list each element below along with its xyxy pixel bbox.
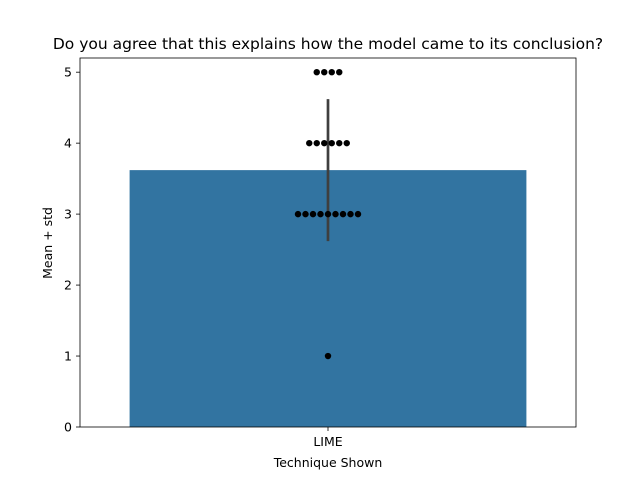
swarm-point (309, 210, 317, 218)
swarm-point (343, 139, 350, 147)
y-tick-label: 3 (64, 207, 72, 222)
y-tick-label: 0 (64, 420, 72, 435)
swarm-point (332, 210, 339, 218)
x-tick-label: LIME (313, 434, 342, 449)
swarm-point (321, 68, 328, 76)
x-axis-label: Technique Shown (273, 455, 383, 470)
y-tick-label: 4 (64, 136, 72, 151)
swarm-point (347, 210, 354, 218)
swarm-point (328, 139, 335, 147)
swarm-point (324, 352, 332, 360)
plot-area: LIME 0 1 2 3 4 5 (64, 57, 577, 449)
swarm-point (339, 210, 347, 218)
swarm-point (294, 210, 302, 218)
swarm-point (336, 139, 343, 147)
swarm-point (321, 139, 328, 147)
y-tick-label: 5 (64, 65, 72, 80)
swarm-point (302, 210, 309, 218)
swarm-point (313, 139, 320, 147)
swarm-point (354, 210, 362, 218)
y-tick-label: 1 (64, 349, 72, 364)
swarm-point (313, 68, 320, 76)
swarm-point (328, 68, 335, 76)
swarm-point (324, 210, 332, 218)
swarm-point (317, 210, 324, 218)
swarm-point (306, 139, 313, 147)
y-tick-label: 2 (64, 278, 72, 293)
y-axis-label: Mean + std (40, 207, 55, 279)
axes-frame (79, 57, 577, 428)
chart-title: Do you agree that this explains how the … (53, 35, 603, 53)
swarm-point (336, 68, 343, 76)
